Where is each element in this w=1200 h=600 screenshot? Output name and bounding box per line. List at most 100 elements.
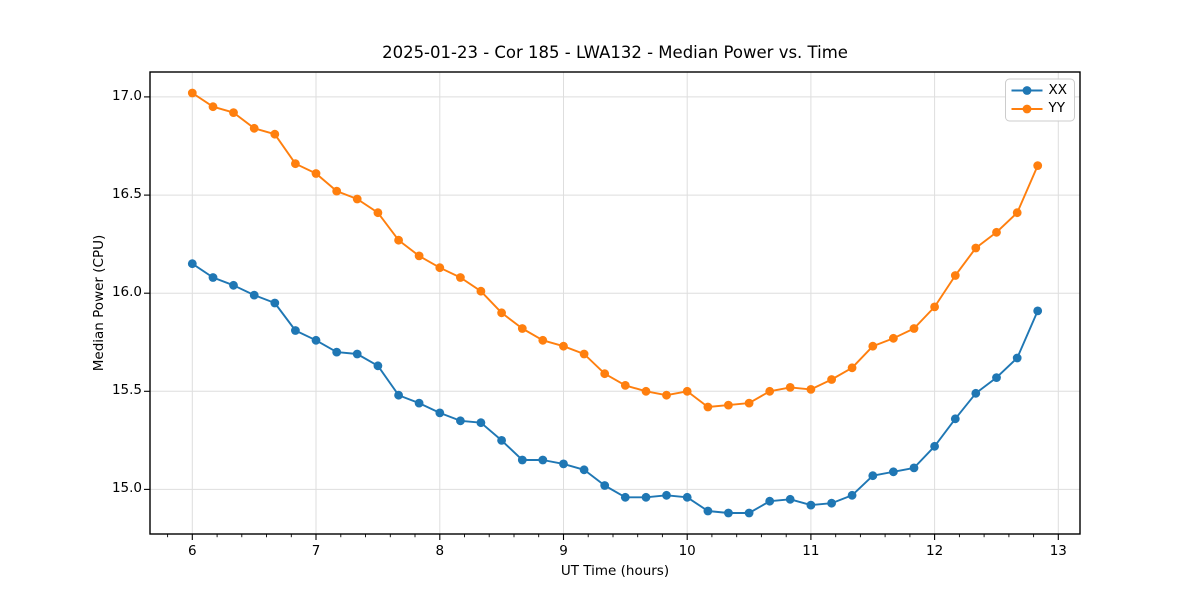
- series-yy-marker: [435, 263, 445, 273]
- series-yy-marker: [703, 402, 713, 412]
- x-tick-label-13: 13: [1049, 543, 1067, 559]
- series-yy-marker: [909, 324, 919, 333]
- series-xx-marker: [311, 335, 321, 345]
- x-tick-label-12: 12: [926, 543, 944, 559]
- series-xx-marker: [394, 390, 403, 400]
- series-xx-marker: [291, 326, 300, 335]
- series-xx-marker: [517, 455, 527, 465]
- series-yy-marker: [785, 383, 795, 392]
- series-xx-marker: [435, 408, 445, 418]
- series-xx-marker: [208, 273, 218, 282]
- series-xx-marker: [559, 459, 568, 469]
- y-tick-label-17.0: 17.0: [111, 87, 142, 104]
- series-yy-marker: [1012, 208, 1022, 218]
- series-yy-marker: [332, 186, 342, 196]
- x-axis-label: UT Time (hours): [560, 563, 670, 579]
- series-yy-marker: [208, 102, 218, 112]
- series-yy-marker: [291, 159, 300, 169]
- y-axis-label: Median Power (CPU): [91, 234, 107, 372]
- series-xx-marker: [827, 498, 836, 508]
- series-yy-marker: [930, 302, 939, 312]
- series-xx-marker: [806, 500, 816, 510]
- series-yy-marker: [950, 271, 960, 280]
- series-yy-marker: [765, 386, 775, 396]
- y-tick-label-15.0: 15.0: [111, 480, 142, 497]
- series-yy-marker: [889, 333, 898, 343]
- series-xx-marker: [785, 494, 795, 504]
- series-yy-marker: [311, 169, 321, 178]
- series-xx-marker: [476, 418, 486, 428]
- series-xx-marker: [930, 441, 939, 451]
- series-yy-marker: [992, 227, 1001, 237]
- legend-label-xx: XX: [1048, 81, 1068, 98]
- series-yy-marker: [579, 349, 589, 359]
- series-xx-marker: [703, 506, 713, 516]
- y-tick-label-16.5: 16.5: [111, 186, 142, 203]
- series-yy-marker: [414, 251, 424, 261]
- series-yy-marker: [497, 308, 506, 318]
- series-yy-marker: [600, 369, 610, 379]
- series-xx-marker: [229, 280, 238, 290]
- series-xx: [187, 259, 1043, 518]
- series-xx-marker: [373, 361, 383, 371]
- series-yy-marker: [744, 398, 754, 408]
- series-xx-marker: [1033, 306, 1043, 316]
- series-yy-marker: [868, 341, 878, 351]
- grid: [150, 72, 1080, 534]
- x-axis-ticks: [167, 534, 1059, 540]
- series-xx-marker: [249, 290, 259, 300]
- series-xx-marker: [868, 471, 878, 481]
- series-xx-marker: [600, 481, 610, 490]
- series-xx-marker: [724, 508, 733, 518]
- legend-label-yy: YY: [1048, 100, 1066, 116]
- series-xx-marker: [971, 388, 981, 398]
- series-yy-marker: [538, 335, 548, 345]
- series-xx-marker: [332, 347, 342, 357]
- series-xx-marker: [538, 455, 548, 465]
- series-xx-marker: [765, 496, 775, 506]
- y-tick-label-16.0: 16.0: [111, 284, 142, 301]
- series-yy-marker: [456, 273, 465, 282]
- series-xx-marker: [889, 467, 898, 477]
- series-yy-marker: [971, 243, 981, 253]
- series-yy-marker: [373, 208, 383, 218]
- series-xx-marker: [641, 492, 651, 502]
- x-tick-label-7: 7: [311, 543, 321, 559]
- x-tick-label-8: 8: [435, 543, 445, 559]
- series-yy-marker: [682, 386, 692, 396]
- series-xx-line: [191, 262, 1039, 514]
- legend-xx-marker: [1022, 86, 1032, 95]
- series-yy-marker: [641, 386, 651, 396]
- series-yy-marker: [662, 390, 671, 400]
- chart-title: 2025-01-23 - Cor 185 - LWA132 - Median P…: [382, 43, 848, 62]
- series-yy-marker: [352, 194, 362, 204]
- series-xx-marker: [992, 373, 1001, 382]
- series-xx-marker: [950, 414, 960, 424]
- series-yy-marker: [1033, 161, 1043, 171]
- series-xx-marker: [662, 490, 671, 500]
- legend-yy-marker: [1022, 104, 1032, 114]
- series-yy-line: [191, 92, 1039, 408]
- series-xx-marker: [456, 416, 465, 426]
- x-tick-label-11: 11: [802, 543, 820, 559]
- series-yy-marker: [620, 381, 630, 390]
- series-xx-marker: [414, 398, 424, 408]
- series-yy-marker: [187, 88, 197, 98]
- series-xx-marker: [187, 259, 197, 269]
- series-yy-marker: [476, 286, 486, 296]
- series-xx-marker: [744, 508, 754, 518]
- series-yy-marker: [229, 108, 238, 117]
- series-yy-marker: [559, 341, 568, 351]
- plot-border: [149, 71, 1081, 535]
- series-yy-marker: [394, 235, 403, 245]
- series-xx-marker: [847, 490, 857, 500]
- series-xx-marker: [270, 298, 280, 308]
- series-yy-marker: [724, 400, 733, 410]
- x-tick-label-9: 9: [559, 543, 568, 559]
- series-yy-marker: [847, 363, 857, 373]
- series-yy-marker: [827, 375, 836, 384]
- y-axis-ticks: [144, 96, 150, 490]
- series-xx-marker: [620, 492, 630, 502]
